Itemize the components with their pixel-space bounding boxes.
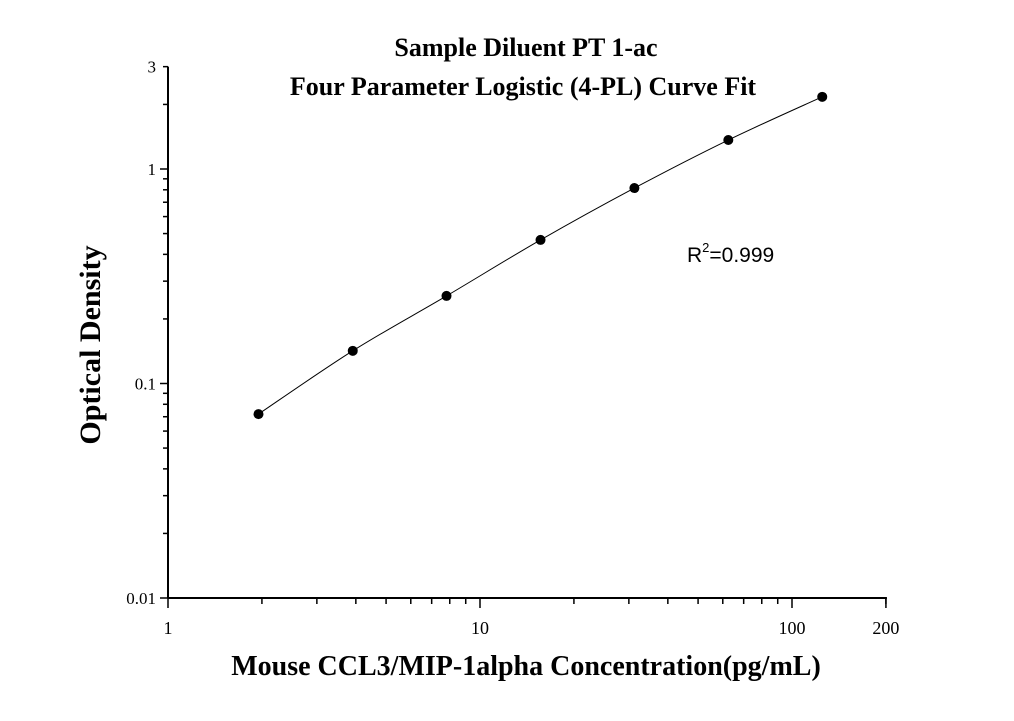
x-tick-label: 1: [164, 618, 173, 638]
data-point: [629, 183, 640, 194]
data-point: [817, 91, 828, 102]
y-tick-label: 3: [148, 58, 157, 77]
data-point: [723, 135, 734, 146]
x-tick-label: 100: [779, 618, 806, 638]
x-axis-label: Mouse CCL3/MIP-1alpha Concentration(pg/m…: [231, 651, 821, 682]
x-tick-label: 200: [872, 618, 899, 638]
chart-title: Sample Diluent PT 1-ac: [394, 33, 657, 62]
chart-subtitle: Four Parameter Logistic (4-PL) Curve Fit: [290, 72, 757, 101]
y-tick-label: 0.01: [126, 589, 156, 608]
data-point: [441, 290, 452, 301]
r-squared-annotation: R2=0.999: [687, 240, 774, 267]
y-tick-label: 0.1: [135, 375, 156, 394]
y-axis-label: Optical Density: [74, 245, 107, 444]
x-tick-label: 10: [471, 618, 489, 638]
r-label: R: [687, 244, 702, 267]
data-point: [347, 345, 358, 356]
r-superscript: 2: [702, 240, 709, 255]
data-point: [535, 234, 546, 245]
y-tick-label: 1: [148, 160, 157, 179]
r-value: =0.999: [709, 244, 774, 267]
data-point: [253, 409, 264, 420]
